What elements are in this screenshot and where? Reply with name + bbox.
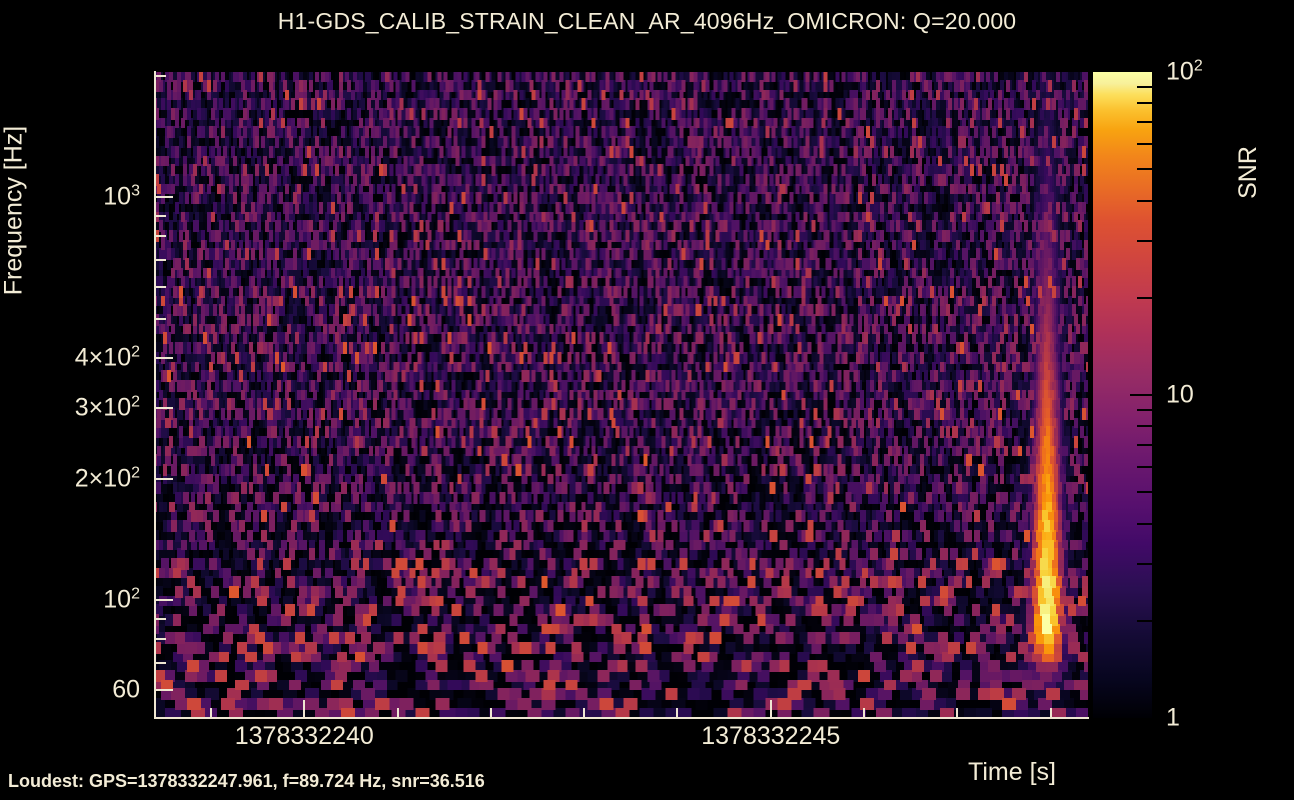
y-axis-major-tick — [156, 407, 173, 410]
colorbar — [1093, 72, 1152, 718]
x-axis-tick-label-1: 1378332245 — [701, 722, 841, 750]
y-axis-minor-tick — [156, 235, 166, 238]
y-axis-minor-tick — [156, 285, 166, 288]
colorbar-minor-tick — [1137, 142, 1152, 145]
y-axis-tick-label-4: 102 — [103, 585, 140, 614]
x-axis-minor-tick — [209, 708, 212, 718]
x-axis-minor-tick — [676, 708, 679, 718]
colorbar-minor-tick — [1137, 562, 1152, 565]
y-axis-minor-tick — [156, 617, 166, 620]
x-axis-minor-tick — [583, 708, 586, 718]
y-axis-line — [154, 71, 156, 719]
x-axis-minor-tick — [863, 708, 866, 718]
y-axis-minor-tick — [156, 317, 166, 320]
y-axis-tick-label-3: 2×102 — [74, 464, 140, 493]
colorbar-tick-label-1: 10 — [1166, 380, 1194, 409]
y-axis-tick-label-5: 60 — [112, 675, 140, 704]
y-axis-major-tick — [156, 688, 173, 691]
y-axis-minor-tick — [156, 638, 166, 641]
y-axis-title: Frequency [Hz] — [0, 50, 34, 370]
colorbar-minor-tick — [1137, 121, 1152, 124]
x-axis-line — [154, 717, 1089, 719]
colorbar-minor-tick — [1137, 425, 1152, 428]
colorbar-minor-tick — [1137, 85, 1152, 88]
y-axis-minor-tick — [156, 661, 166, 664]
colorbar-minor-tick — [1137, 102, 1152, 105]
x-axis-minor-tick — [1049, 708, 1052, 718]
y-axis-major-tick — [156, 599, 173, 602]
x-axis-major-tick — [303, 700, 306, 718]
colorbar-minor-tick — [1137, 296, 1152, 299]
page-title: H1-GDS_CALIB_STRAIN_CLEAN_AR_4096Hz_OMIC… — [277, 8, 1017, 34]
colorbar-minor-tick — [1137, 444, 1152, 447]
y-axis-tick-label-1: 4×102 — [74, 343, 140, 372]
spectrogram-plot-area[interactable] — [155, 72, 1088, 718]
y-axis-tick-label-2: 3×102 — [74, 393, 140, 422]
colorbar-major-tick — [1130, 394, 1152, 396]
colorbar-minor-tick — [1137, 168, 1152, 171]
x-axis-title: Time [s] — [968, 758, 1056, 786]
colorbar-tick-label-0: 102 — [1166, 57, 1203, 86]
colorbar-title-text: SNR — [1233, 145, 1262, 199]
y-axis-major-tick — [156, 477, 173, 480]
x-axis-tick-label-0: 1378332240 — [234, 722, 374, 750]
colorbar-minor-tick — [1137, 619, 1152, 622]
x-axis-major-tick — [769, 700, 772, 718]
y-axis-tick-label-0: 103 — [103, 182, 140, 212]
colorbar-minor-tick — [1137, 408, 1152, 411]
colorbar-minor-tick — [1137, 465, 1152, 468]
y-axis-title-text: Frequency [Hz] — [0, 125, 28, 295]
loudest-event-status: Loudest: GPS=1378332247.961, f=89.724 Hz… — [8, 771, 485, 791]
x-axis-minor-tick — [956, 708, 959, 718]
y-axis-major-tick — [156, 196, 173, 199]
y-axis-minor-tick — [156, 75, 166, 78]
x-axis-minor-tick — [489, 708, 492, 718]
colorbar-tick-label-2: 1 — [1166, 703, 1180, 732]
y-axis-minor-tick — [156, 214, 166, 217]
y-axis-major-tick — [156, 356, 173, 359]
colorbar-minor-tick — [1137, 522, 1152, 525]
colorbar-minor-tick — [1137, 491, 1152, 494]
colorbar-title: SNR — [1228, 72, 1268, 272]
y-axis-minor-tick — [156, 258, 166, 261]
x-axis-minor-tick — [396, 708, 399, 718]
colorbar-minor-tick — [1137, 199, 1152, 202]
colorbar-minor-tick — [1137, 239, 1152, 242]
spectrogram-image — [155, 72, 1088, 718]
